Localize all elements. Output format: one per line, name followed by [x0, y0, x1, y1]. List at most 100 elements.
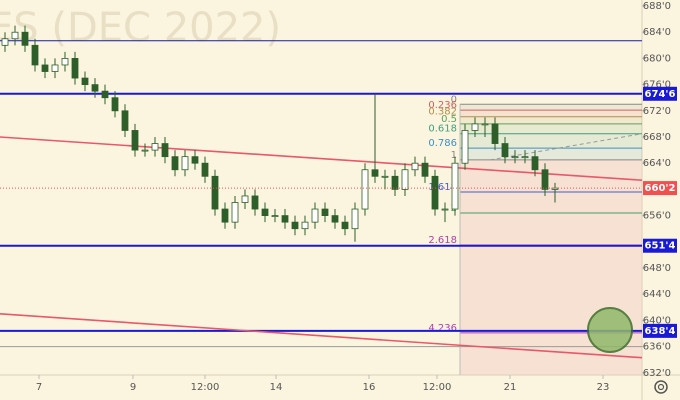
x-tick-label: 12:00: [423, 382, 452, 393]
fib-band: [460, 104, 642, 111]
x-tick-label: 9: [130, 382, 136, 393]
fib-label: 1: [451, 150, 457, 161]
candle-body: [501, 143, 509, 158]
fib-label: 0.5: [441, 114, 457, 125]
candle-body: [41, 64, 49, 72]
candle-body: [361, 169, 369, 210]
fib-label: 4.236: [428, 323, 457, 334]
candle-body: [271, 215, 279, 217]
fib-band: [460, 148, 642, 160]
projection-line: [489, 133, 643, 161]
candle-body: [161, 143, 169, 158]
x-tick-label: 16: [363, 382, 376, 393]
candle-body: [491, 123, 499, 144]
fib-label: 0.236: [428, 100, 457, 111]
candle-body: [191, 156, 199, 164]
fib-label: 0.618: [428, 124, 457, 135]
y-tick-label: 644'0: [643, 289, 671, 300]
price-tag-label: 638'4: [645, 326, 676, 337]
candle-body: [201, 162, 209, 177]
candle-body: [321, 208, 329, 216]
candle-body: [251, 195, 259, 210]
fib-band: [460, 110, 642, 117]
watermark: ES (DEC 2022): [0, 5, 281, 51]
y-tick-label: 648'0: [643, 263, 671, 274]
y-tick-label: 664'0: [643, 158, 671, 169]
candle-body: [401, 169, 409, 190]
candle-body: [61, 58, 69, 66]
y-tick-label: 636'0: [643, 342, 671, 353]
candle-body: [11, 31, 19, 40]
price-tag: [643, 86, 677, 101]
candle-body: [471, 123, 479, 131]
candle-body: [231, 202, 239, 223]
candle-body: [1, 38, 9, 46]
last-price-label: 660'2: [645, 183, 676, 194]
candle-body: [101, 90, 109, 99]
candle-body: [241, 195, 249, 203]
settings-icon[interactable]: [654, 380, 668, 394]
candle-body: [291, 221, 299, 230]
price-tag: [643, 238, 677, 253]
fib-label: 0.382: [428, 107, 457, 118]
fib-band: [460, 116, 642, 124]
candle-body: [341, 221, 349, 230]
x-tick-label: 23: [597, 382, 610, 393]
candle-body: [211, 175, 219, 210]
last-price-tag: [643, 181, 677, 196]
y-tick-label: 640'0: [643, 315, 671, 326]
y-tick-label: 672'0: [643, 106, 671, 117]
candle-body: [311, 208, 319, 223]
candle-body: [451, 162, 459, 210]
candle-body: [111, 97, 119, 112]
candle-body: [71, 58, 79, 79]
candle-body: [441, 208, 449, 211]
candle-body: [21, 31, 29, 46]
price-tag: [643, 323, 677, 338]
x-tick-label: 14: [270, 382, 283, 393]
plot: 00.2360.3820.50.6180.78611.61822.6184.23…: [0, 25, 643, 375]
candle-body: [481, 123, 489, 126]
x-tick-label: 21: [504, 382, 517, 393]
candle-body: [461, 130, 469, 164]
candle-body: [181, 156, 189, 171]
candle-body: [31, 44, 39, 66]
candle-body: [431, 175, 439, 210]
candle-body: [131, 130, 139, 151]
gear[interactable]: [654, 380, 668, 394]
candle-body: [91, 84, 99, 92]
x-tick-label: 7: [36, 382, 42, 393]
candle-body: [51, 64, 59, 72]
candle-body: [421, 162, 429, 177]
annotation-circle: [587, 307, 633, 353]
candle-body: [281, 215, 289, 223]
candle-body: [391, 175, 399, 190]
y-tick-label: 676'0: [643, 80, 671, 91]
candle-body: [331, 215, 339, 223]
fib-band: [460, 123, 642, 134]
trendline: [0, 313, 643, 359]
candle-body: [81, 77, 89, 86]
candle-body: [351, 208, 359, 230]
y-tick-label: 688'0: [643, 1, 671, 12]
fib-label: 2.618: [428, 235, 457, 246]
y-tick-label: 668'0: [643, 132, 671, 143]
candle-body: [141, 149, 149, 152]
candle-body: [221, 208, 229, 223]
fib-band: [460, 133, 642, 149]
fib-label: 1.618: [428, 182, 457, 193]
y-tick-label: 680'0: [643, 53, 671, 64]
gear-hub[interactable]: [657, 383, 665, 391]
candle-body: [411, 162, 419, 171]
y-tick-label: 632'0: [643, 368, 671, 379]
price-tag-label: 674'6: [645, 89, 676, 100]
candle-body: [371, 169, 379, 177]
candle-body: [511, 156, 519, 159]
price-tag-label: 651'4: [645, 241, 676, 252]
candle-body: [531, 156, 539, 171]
candle-body: [121, 110, 129, 131]
candle-body: [521, 156, 529, 159]
candle-body: [171, 156, 179, 171]
